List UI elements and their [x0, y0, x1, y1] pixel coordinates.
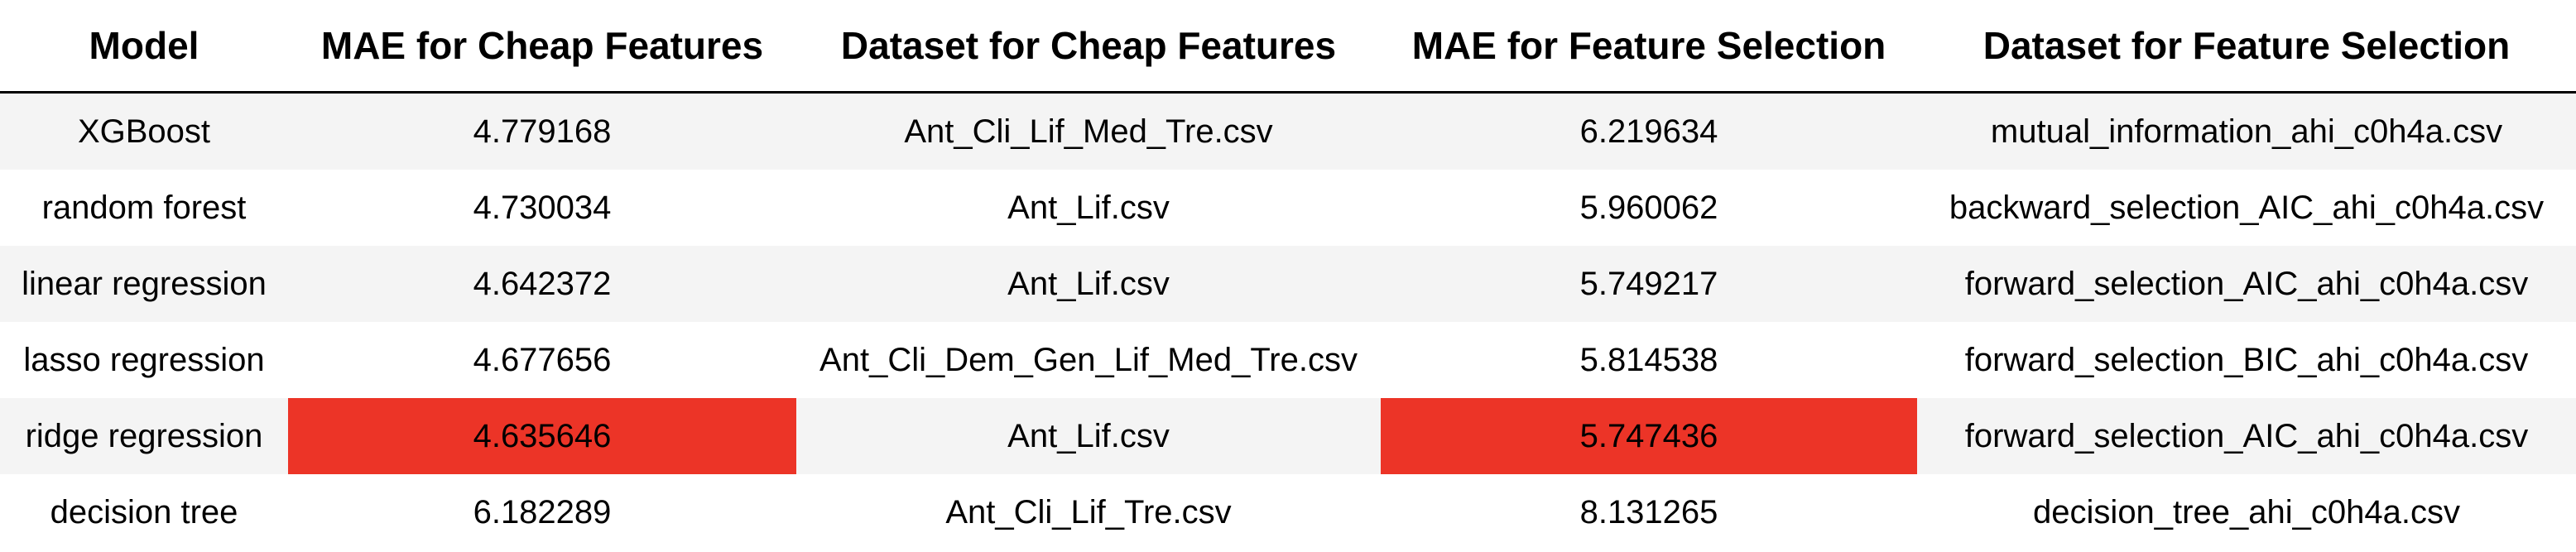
cell-mae-selection: 5.749217	[1381, 246, 1917, 322]
cell-dataset-cheap: Ant_Cli_Lif_Med_Tre.csv	[796, 92, 1381, 170]
header-mae-cheap-features: MAE for Cheap Features	[288, 0, 796, 94]
cell-mae-selection: 5.814538	[1381, 322, 1917, 398]
table-row: lasso regression 4.677656 Ant_Cli_Dem_Ge…	[0, 322, 2576, 398]
cell-dataset-cheap: Ant_Cli_Dem_Gen_Lif_Med_Tre.csv	[796, 322, 1381, 398]
cell-dataset-selection: backward_selection_AIC_ahi_c0h4a.csv	[1917, 170, 2576, 246]
table-row: XGBoost 4.779168 Ant_Cli_Lif_Med_Tre.csv…	[0, 92, 2576, 170]
table-row: linear regression 4.642372 Ant_Lif.csv 5…	[0, 246, 2576, 322]
cell-model: linear regression	[0, 246, 288, 322]
cell-mae-selection-best: 5.747436	[1381, 398, 1917, 474]
cell-mae-cheap-best: 4.635646	[288, 398, 796, 474]
cell-mae-selection: 6.219634	[1381, 92, 1917, 170]
cell-dataset-selection: forward_selection_BIC_ahi_c0h4a.csv	[1917, 322, 2576, 398]
header-dataset-feature-selection: Dataset for Feature Selection	[1917, 0, 2576, 94]
cell-dataset-selection: mutual_information_ahi_c0h4a.csv	[1917, 92, 2576, 170]
header-mae-feature-selection: MAE for Feature Selection	[1381, 0, 1917, 94]
cell-dataset-selection: forward_selection_AIC_ahi_c0h4a.csv	[1917, 398, 2576, 474]
table-row: random forest 4.730034 Ant_Lif.csv 5.960…	[0, 170, 2576, 246]
cell-model: XGBoost	[0, 92, 288, 170]
cell-model: decision tree	[0, 474, 288, 550]
cell-mae-selection: 5.960062	[1381, 170, 1917, 246]
cell-dataset-cheap: Ant_Lif.csv	[796, 170, 1381, 246]
cell-model: lasso regression	[0, 322, 288, 398]
header-row: Model MAE for Cheap Features Dataset for…	[0, 0, 2576, 94]
cell-mae-cheap: 6.182289	[288, 474, 796, 550]
cell-mae-cheap: 4.642372	[288, 246, 796, 322]
cell-model: random forest	[0, 170, 288, 246]
cell-dataset-cheap: Ant_Lif.csv	[796, 246, 1381, 322]
cell-model: ridge regression	[0, 398, 288, 474]
cell-dataset-cheap: Ant_Cli_Lif_Tre.csv	[796, 474, 1381, 550]
cell-dataset-cheap: Ant_Lif.csv	[796, 398, 1381, 474]
cell-mae-cheap: 4.779168	[288, 92, 796, 170]
table-body: XGBoost 4.779168 Ant_Cli_Lif_Med_Tre.csv…	[0, 92, 2576, 550]
header-model: Model	[0, 0, 288, 94]
table-row: decision tree 6.182289 Ant_Cli_Lif_Tre.c…	[0, 474, 2576, 550]
table-row: ridge regression 4.635646 Ant_Lif.csv 5.…	[0, 398, 2576, 474]
header-dataset-cheap-features: Dataset for Cheap Features	[796, 0, 1381, 94]
cell-mae-cheap: 4.730034	[288, 170, 796, 246]
cell-mae-cheap: 4.677656	[288, 322, 796, 398]
cell-dataset-selection: decision_tree_ahi_c0h4a.csv	[1917, 474, 2576, 550]
table-header: Model MAE for Cheap Features Dataset for…	[0, 0, 2576, 94]
cell-mae-selection: 8.131265	[1381, 474, 1917, 550]
cell-dataset-selection: forward_selection_AIC_ahi_c0h4a.csv	[1917, 246, 2576, 322]
